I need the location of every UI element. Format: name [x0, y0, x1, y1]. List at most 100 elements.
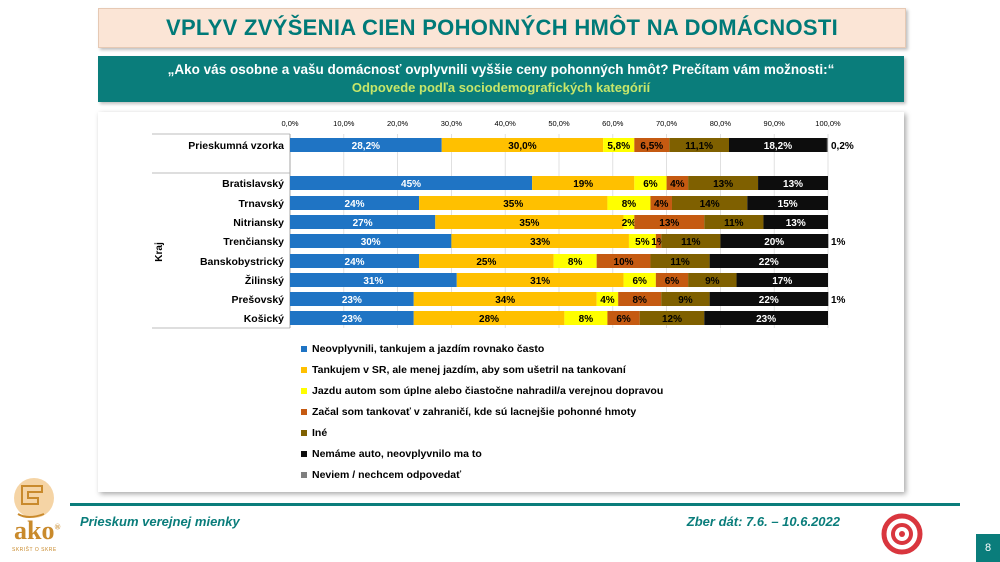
- data-label: 17%: [772, 276, 792, 287]
- bar-segment: [828, 292, 829, 306]
- bar-segment: [290, 138, 442, 152]
- logo-text: ako®: [14, 516, 61, 545]
- data-label: 11,1%: [685, 141, 713, 152]
- bar-segment: [290, 196, 420, 210]
- bar-segment: [688, 273, 737, 287]
- data-label: 4%: [654, 199, 669, 210]
- bar-segment: [290, 273, 457, 287]
- bar-segment: [413, 311, 565, 325]
- data-label: 6%: [665, 276, 680, 287]
- bar-segment: [661, 292, 710, 306]
- ako-logo-icon: [14, 478, 54, 518]
- data-label: 22%: [759, 257, 779, 268]
- legend-item: Nemáme auto, neovplyvnilo ma to: [312, 448, 482, 460]
- category-label: Trnavský: [238, 198, 284, 210]
- bar-segment: [650, 254, 710, 268]
- bar-segment: [419, 196, 608, 210]
- category-label: Banskobystrický: [200, 256, 284, 268]
- data-label: 19%: [573, 179, 593, 190]
- data-label: 0,2%: [831, 141, 854, 152]
- legend-swatch: [301, 430, 307, 436]
- survey-question: „Ako vás osobne a vašu domácnosť ovplyvn…: [167, 62, 835, 77]
- x-tick-label: 30,0%: [441, 119, 463, 128]
- category-label: Žilinský: [245, 274, 284, 287]
- page-number: 8: [976, 534, 1000, 562]
- legend-item: Tankujem v SR, ale menej jazdím, aby som…: [312, 364, 627, 376]
- data-label: 6,5%: [640, 141, 663, 152]
- data-label: 13%: [713, 179, 733, 190]
- legend-item: Neviem / nechcem odpovedať: [312, 469, 462, 481]
- data-label: 1%: [651, 237, 666, 248]
- legend-swatch: [301, 388, 307, 394]
- x-tick-label: 70,0%: [656, 119, 678, 128]
- bar-segment: [729, 138, 827, 152]
- category-label: Bratislavský: [222, 178, 284, 190]
- bar-segment: [607, 311, 640, 325]
- data-label: 27%: [353, 218, 373, 229]
- bar-segment: [666, 176, 689, 190]
- data-label: 35%: [503, 199, 523, 210]
- bar-segment: [639, 311, 705, 325]
- bar-segment: [618, 292, 662, 306]
- bar-segment: [720, 234, 828, 248]
- bar-segment: [553, 254, 597, 268]
- data-label: 6%: [616, 314, 631, 325]
- bar-segment: [736, 273, 828, 287]
- bar-segment: [655, 273, 689, 287]
- bar-segment: [634, 215, 705, 229]
- bar-segment: [456, 273, 624, 287]
- data-label: 13%: [786, 218, 806, 229]
- bar-segment: [290, 311, 414, 325]
- footer-survey-label: Prieskum verejnej mienky: [80, 514, 240, 529]
- x-tick-label: 40,0%: [495, 119, 517, 128]
- data-label: 15%: [778, 199, 798, 210]
- data-label: 25%: [476, 257, 496, 268]
- data-label: 28,2%: [352, 141, 380, 152]
- legend-swatch: [301, 451, 307, 457]
- category-label: Prieskumná vzorka: [188, 140, 284, 152]
- bar-segment: [290, 176, 533, 190]
- x-tick-label: 10,0%: [333, 119, 355, 128]
- data-label: 34%: [495, 295, 515, 306]
- bar-segment: [634, 138, 670, 152]
- bar-segment: [634, 176, 667, 190]
- category-label: Prešovský: [231, 294, 284, 306]
- bar-segment: [290, 254, 420, 268]
- legend-item: Iné: [312, 427, 327, 439]
- footer-divider: [70, 503, 960, 506]
- brand-swirl-icon: [881, 513, 923, 555]
- x-tick-label: 80,0%: [710, 119, 732, 128]
- bar-segment: [826, 138, 828, 152]
- x-tick-label: 20,0%: [387, 119, 409, 128]
- chart-subtitle: Odpovede podľa sociodemografických kateg…: [351, 80, 651, 95]
- data-label: 22%: [759, 295, 779, 306]
- bar-segment: [704, 311, 828, 325]
- bar-segment: [709, 292, 828, 306]
- x-tick-label: 90,0%: [764, 119, 786, 128]
- bar-segment: [628, 234, 656, 248]
- data-label: 5,8%: [607, 141, 630, 152]
- stacked-bar-chart: 0,0% 10,0% 20,0% 30,0% 40,0% 50,0% 60,0% 70,0% 8…: [152, 119, 854, 481]
- data-label: 8%: [568, 257, 583, 268]
- bar-segment: [747, 196, 828, 210]
- data-label: 13%: [783, 179, 803, 190]
- bar-segment: [758, 176, 828, 190]
- data-label: 4%: [600, 295, 615, 306]
- data-label: 12%: [662, 314, 682, 325]
- bar-segment: [290, 234, 452, 248]
- data-label: 30%: [361, 237, 381, 248]
- data-label: 11%: [670, 257, 690, 268]
- legend-item: Jazdu autom som úplne alebo čiastočne na…: [312, 385, 663, 397]
- data-label: 8%: [579, 314, 594, 325]
- data-label: 9%: [678, 295, 693, 306]
- data-label: 11%: [681, 237, 701, 248]
- footer-data-collection: Zber dát: 7.6. – 10.6.2022: [686, 514, 840, 529]
- bar-segment: [661, 234, 721, 248]
- category-label: Nitriansky: [233, 217, 284, 229]
- bar-segment: [623, 215, 635, 229]
- data-label: 8%: [622, 199, 637, 210]
- legend-swatch: [301, 472, 307, 478]
- page-title: VPLYV ZVÝŠENIA CIEN POHONNÝCH HMÔT NA DO…: [165, 15, 838, 40]
- data-label: 2%: [622, 218, 637, 229]
- data-label: 6%: [632, 276, 647, 287]
